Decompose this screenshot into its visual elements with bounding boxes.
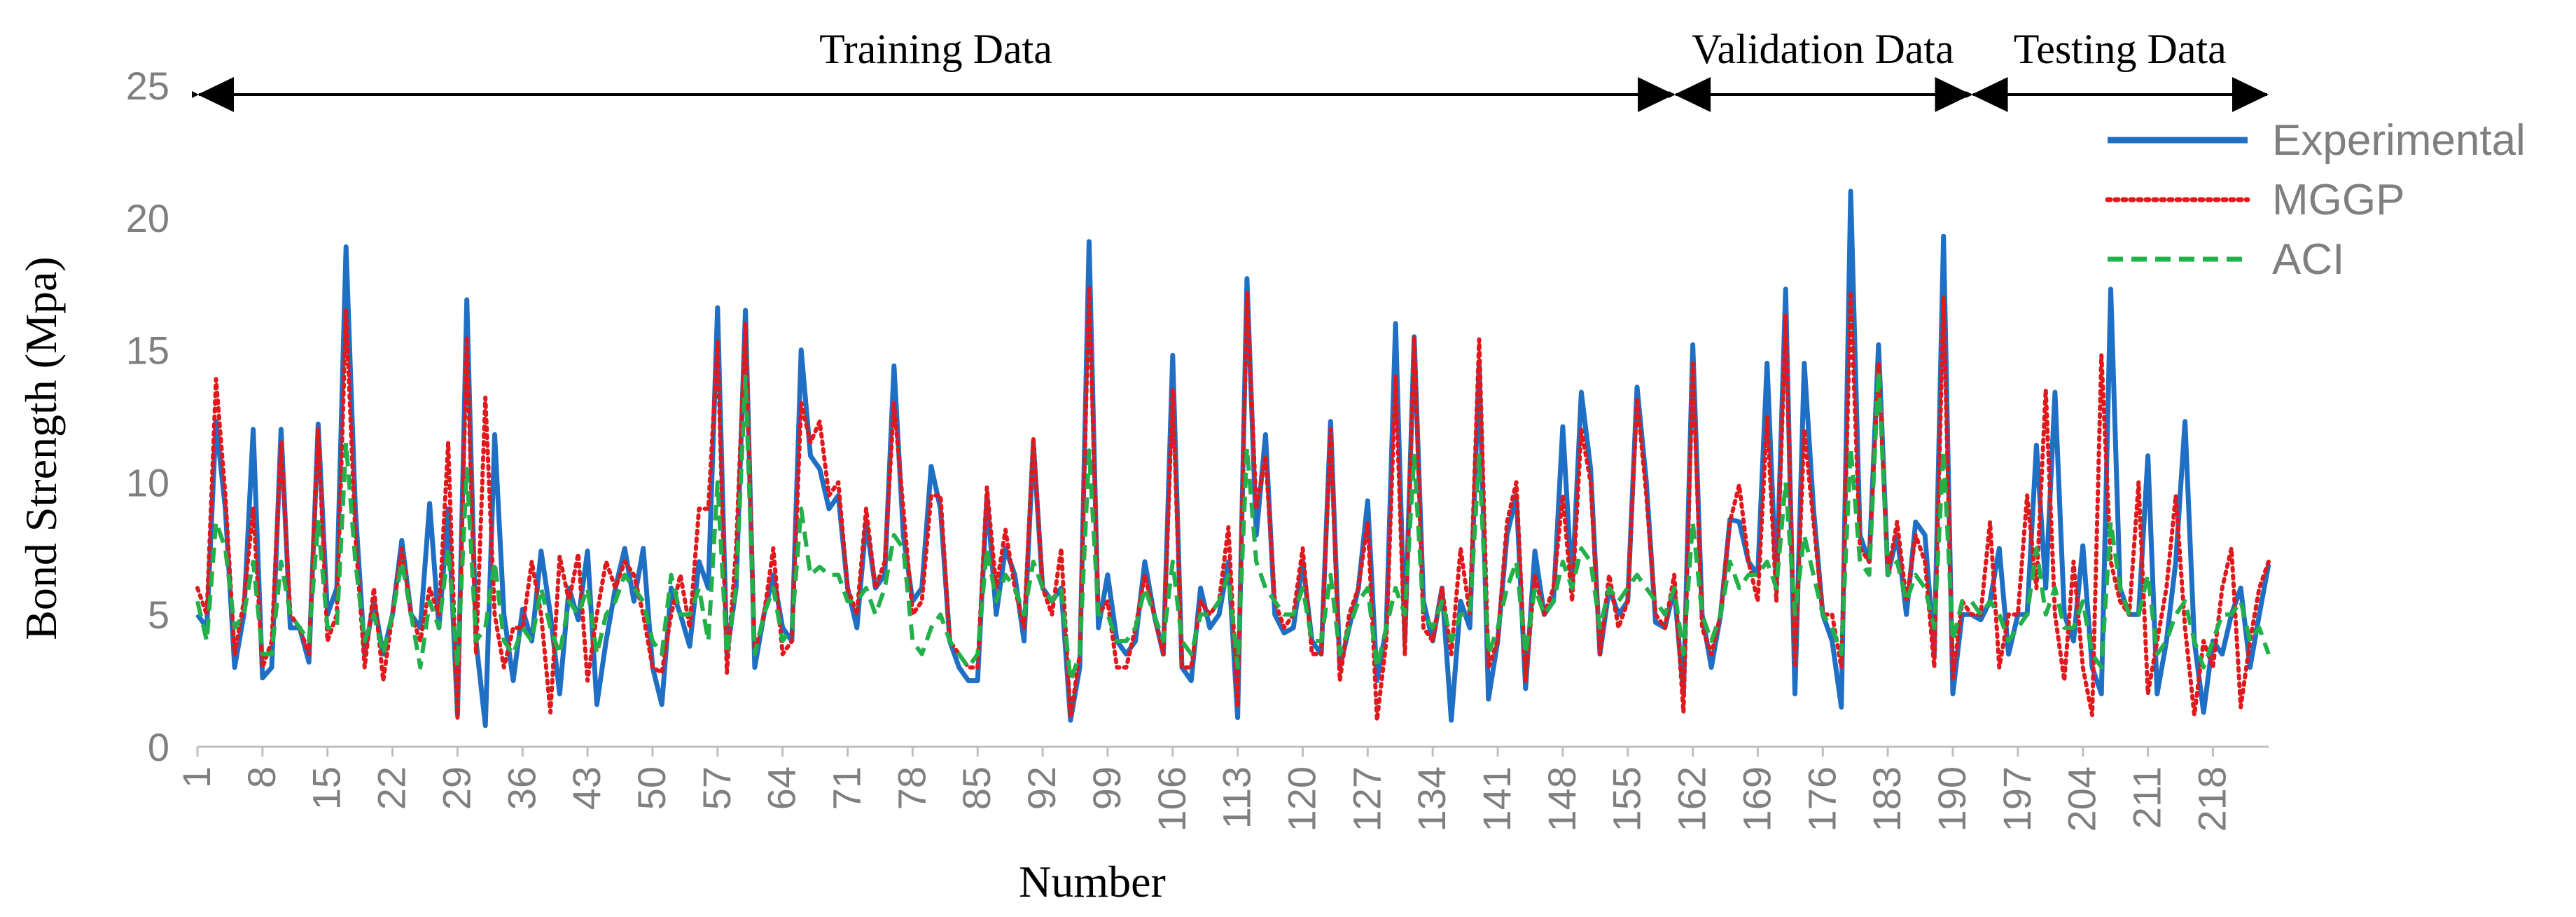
x-axis-ticks: 1 8 15 22 29 36 43 50 57 64 71 78 85 92 99 106 113 120 127… <box>174 747 2234 832</box>
y-axis-ticks: 0 5 10 15 20 25 <box>126 64 169 769</box>
y-axis-title: Bond Strength (Mpa) <box>16 256 66 640</box>
x-tick-label: 43 <box>564 766 608 810</box>
region-arrowhead-right <box>1638 77 1675 112</box>
x-tick-label: 106 <box>1150 766 1194 832</box>
y-tick-label: 5 <box>148 593 169 637</box>
x-tick-label: 29 <box>434 766 478 810</box>
x-tick-label: 155 <box>1605 766 1649 832</box>
x-tick-label: 92 <box>1019 766 1064 810</box>
y-tick-label: 0 <box>148 725 169 769</box>
x-tick-label: 113 <box>1215 766 1259 829</box>
legend-item-experimental: Experimental <box>2108 116 2526 165</box>
y-tick-label: 15 <box>126 329 169 373</box>
region-arrowhead-left <box>197 77 234 112</box>
x-tick-label: 15 <box>305 766 349 810</box>
x-axis-title: Number <box>1019 857 1166 906</box>
x-tick-label: 162 <box>1670 766 1714 832</box>
region-label: Testing Data <box>2014 26 2227 72</box>
x-tick-label: 148 <box>1540 766 1584 832</box>
x-tick-label: 22 <box>370 766 414 810</box>
x-tick-label: 8 <box>239 766 284 788</box>
x-tick-label: 190 <box>1930 766 1974 832</box>
x-tick-label: 183 <box>1865 766 1909 832</box>
x-tick-label: 71 <box>825 766 869 810</box>
x-tick-label: 218 <box>2189 766 2234 832</box>
legend-item-mggp: MGGP <box>2105 176 2404 224</box>
x-tick-label: 50 <box>629 766 674 810</box>
x-tick-label: 204 <box>2060 766 2104 832</box>
legend-label: MGGP <box>2272 176 2404 224</box>
x-tick-label: 211 <box>2125 766 2169 829</box>
legend: Experimental MGGP ACI <box>2105 116 2526 284</box>
x-tick-label: 85 <box>954 766 998 810</box>
x-tick-label: 64 <box>760 766 804 810</box>
region-arrowhead-right <box>1935 77 1972 112</box>
x-tick-label: 127 <box>1344 766 1388 832</box>
legend-label: Experimental <box>2272 116 2526 165</box>
data-series <box>195 188 2271 729</box>
x-tick-label: 57 <box>695 766 739 810</box>
y-tick-label: 10 <box>126 460 169 504</box>
x-tick-label: 134 <box>1409 766 1454 832</box>
region-arrowhead-left <box>1674 77 1711 112</box>
region-label: Training Data <box>819 26 1052 72</box>
region-2: Testing Data <box>1965 26 2269 112</box>
region-1: Validation Data <box>1669 26 1972 112</box>
x-tick-label: 197 <box>1995 766 2039 832</box>
legend-item-aci: ACI <box>2108 235 2344 284</box>
x-tick-label: 169 <box>1734 766 1778 832</box>
y-tick-label: 20 <box>126 196 169 240</box>
region-arrowhead-left <box>1971 77 2008 112</box>
data-split-regions: Training Data Validation Data Testing Data <box>192 26 2269 112</box>
x-tick-label: 120 <box>1279 766 1323 832</box>
region-label: Validation Data <box>1692 26 1954 72</box>
x-tick-label: 78 <box>889 766 933 810</box>
x-tick-label: 1 <box>174 766 218 788</box>
legend-label: ACI <box>2272 235 2344 284</box>
x-tick-label: 36 <box>499 766 543 810</box>
x-tick-label: 141 <box>1475 766 1519 832</box>
x-tick-label: 176 <box>1799 766 1844 832</box>
region-0: Training Data <box>192 26 1675 112</box>
series-line-aci <box>195 368 2271 683</box>
region-arrowhead-right <box>2232 77 2269 112</box>
y-tick-label: 25 <box>126 64 169 108</box>
x-tick-label: 99 <box>1085 766 1129 810</box>
